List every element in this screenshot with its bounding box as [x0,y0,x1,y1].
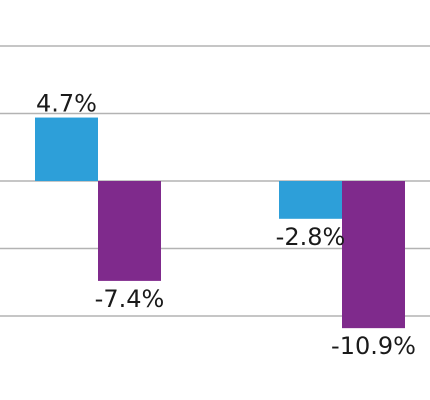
data-labels: 4.7% -2.8% -7.4% -10.9% [36,90,416,361]
bar-value-label: -7.4% [95,285,165,313]
bar [279,181,342,219]
bar [342,181,405,329]
bar-value-label: -2.8% [276,223,346,251]
bar-value-label: 4.7% [36,90,97,118]
bar [35,117,98,181]
bars [35,117,405,329]
bar-value-label: -10.9% [331,332,416,360]
bar [98,181,161,281]
